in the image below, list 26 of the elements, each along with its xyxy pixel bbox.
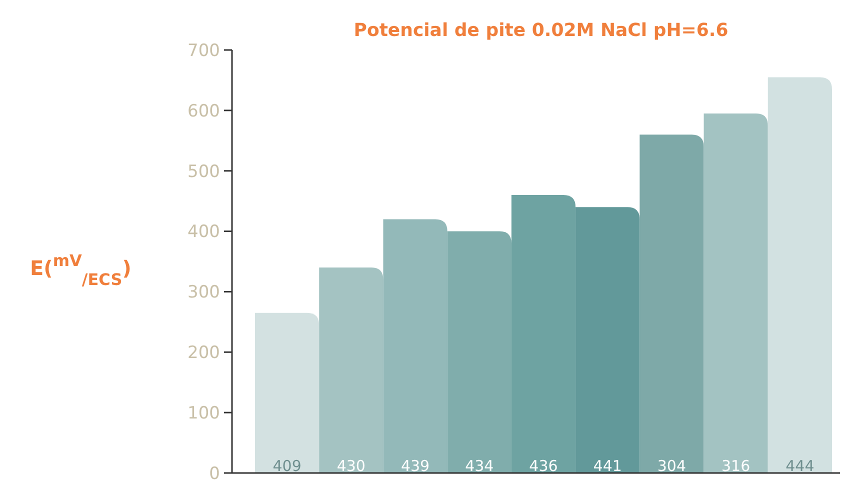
bar — [319, 268, 384, 473]
y-tick-label: 200 — [188, 343, 220, 364]
x-tick-label: 444 — [786, 457, 814, 475]
bar — [640, 134, 704, 473]
x-tick-label: 316 — [722, 457, 750, 475]
bar — [447, 231, 512, 473]
bar — [768, 77, 832, 473]
bar — [255, 312, 320, 473]
bar — [383, 219, 448, 473]
chart-title: Potencial de pite 0.02M NaCl pH=6.6 — [354, 20, 728, 41]
y-tick-label: 500 — [188, 162, 220, 182]
x-tick-label: 430 — [336, 457, 366, 475]
y-tick-label: 700 — [188, 40, 220, 61]
x-tick-label: 439 — [400, 457, 430, 475]
bar — [704, 113, 768, 473]
y-tick-label: 600 — [188, 101, 220, 122]
y-tick-label: 100 — [188, 404, 220, 424]
x-tick-label: 436 — [529, 457, 558, 475]
y-tick-label: 400 — [188, 222, 220, 242]
x-tick-label: 441 — [593, 457, 622, 475]
x-tick-label: 434 — [465, 457, 494, 475]
y-tick-label: 300 — [188, 282, 220, 303]
x-tick-label: 304 — [657, 457, 686, 475]
x-tick-label: 409 — [272, 457, 302, 475]
y-tick-label: 0 — [209, 464, 220, 484]
y-axis-title: E($^{mV}$$_{/ECS}$) — [30, 250, 132, 288]
